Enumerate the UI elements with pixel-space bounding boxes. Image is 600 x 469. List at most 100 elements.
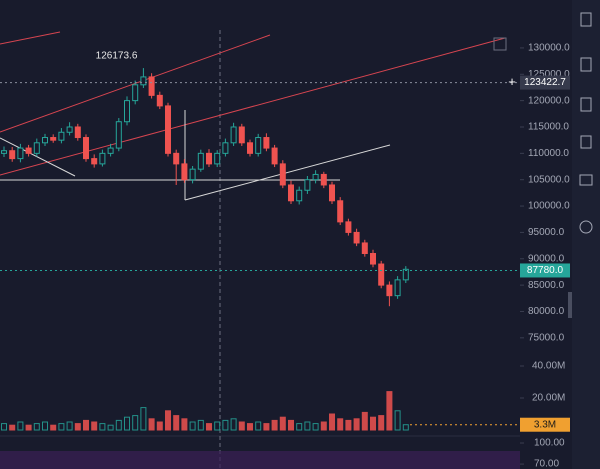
oscillator-tick-label: 100.00 bbox=[534, 438, 565, 449]
volume-bar bbox=[156, 421, 163, 431]
candle-body bbox=[320, 173, 327, 186]
volume-bar bbox=[271, 419, 278, 431]
candle-body bbox=[230, 126, 237, 144]
volume-bar bbox=[288, 419, 294, 431]
volume-bar bbox=[361, 411, 368, 431]
candle-body bbox=[115, 121, 122, 149]
trend-line bbox=[0, 31, 61, 45]
candle-body bbox=[296, 189, 303, 202]
y-tick-label: 115000.0 bbox=[528, 122, 569, 133]
volume-bar bbox=[83, 419, 89, 431]
candle-body bbox=[206, 152, 212, 165]
volume-bar bbox=[353, 418, 360, 431]
icon[interactable] bbox=[580, 97, 592, 112]
volume-bar bbox=[197, 419, 204, 431]
candle-body bbox=[42, 137, 48, 144]
y-tick-label: 90000.0 bbox=[528, 253, 565, 264]
price-label-box bbox=[520, 75, 570, 90]
scrollbar bbox=[568, 292, 572, 318]
candle-body bbox=[329, 184, 335, 202]
toolbar-icons bbox=[579, 12, 593, 234]
volume-bar bbox=[58, 423, 65, 431]
volume-bar bbox=[279, 416, 286, 431]
candle-body bbox=[140, 76, 147, 86]
fit-button[interactable] bbox=[493, 37, 507, 51]
y-tick-label: 125000.0 bbox=[528, 69, 570, 80]
volume-last-label: 3.3M bbox=[534, 419, 556, 430]
candle-body bbox=[394, 279, 401, 297]
candle-body bbox=[1, 150, 7, 154]
volume-bar bbox=[329, 413, 335, 431]
volume-bar bbox=[148, 418, 155, 431]
volume-bar bbox=[132, 415, 139, 431]
volume-bar bbox=[255, 421, 262, 431]
volume-bar bbox=[238, 421, 245, 431]
volume-bar bbox=[345, 419, 352, 431]
candle-body bbox=[132, 84, 139, 102]
price-label: 87780.0 bbox=[527, 265, 564, 276]
volume-bar bbox=[263, 423, 270, 431]
candle-body bbox=[107, 147, 114, 154]
volume-bar bbox=[337, 418, 344, 431]
candle-body bbox=[361, 242, 368, 254]
candle-body bbox=[197, 152, 204, 170]
y-tick-label: 80000.0 bbox=[528, 306, 565, 317]
candle-body bbox=[165, 105, 171, 154]
candle-body bbox=[402, 268, 409, 281]
trend-line bbox=[184, 144, 391, 201]
y-tick-label: 100000.0 bbox=[528, 201, 570, 212]
volume-bar bbox=[402, 424, 409, 431]
candle-body bbox=[271, 147, 278, 165]
volume-last-box bbox=[520, 417, 570, 432]
volume-bar bbox=[99, 423, 106, 431]
volume-bar bbox=[370, 416, 376, 431]
candle-body bbox=[238, 126, 245, 144]
volume-bar bbox=[9, 424, 16, 431]
y-tick-label: 85000.0 bbox=[528, 280, 565, 291]
candle-body bbox=[345, 221, 352, 233]
volume-bar bbox=[165, 410, 171, 431]
candle-body bbox=[181, 163, 188, 181]
high-label: 126173.6 bbox=[96, 51, 138, 62]
oscillator-band bbox=[0, 451, 520, 469]
volume-bar bbox=[66, 421, 73, 431]
candle-body bbox=[148, 76, 155, 96]
volume-bar bbox=[214, 421, 221, 431]
volume-tick-label: 20.00M bbox=[532, 393, 565, 404]
volume-bar bbox=[107, 424, 114, 431]
candle-body bbox=[83, 137, 89, 160]
volume-bar bbox=[25, 424, 32, 431]
candle-body bbox=[74, 126, 81, 139]
volume-bar bbox=[386, 391, 393, 431]
volume-tick-label: 40.00M bbox=[532, 361, 565, 372]
candle-body bbox=[247, 142, 253, 154]
candle-body bbox=[66, 126, 73, 133]
volume-bar bbox=[394, 410, 401, 431]
candle-body bbox=[370, 252, 376, 265]
icon[interactable] bbox=[580, 135, 592, 149]
y-tick-label: 130000.0 bbox=[528, 43, 570, 54]
volume-bar bbox=[33, 423, 40, 431]
icon[interactable] bbox=[579, 174, 593, 186]
volume-bar bbox=[17, 421, 24, 431]
y-tick-label: 75000.0 bbox=[528, 332, 565, 343]
icon[interactable] bbox=[580, 57, 592, 72]
icon[interactable] bbox=[579, 220, 593, 234]
crosshair-plus: + bbox=[508, 74, 516, 89]
volume-bar bbox=[189, 421, 196, 431]
candle-body bbox=[91, 158, 98, 165]
icon[interactable] bbox=[580, 12, 592, 27]
toolbar bbox=[572, 0, 600, 469]
candle-body bbox=[353, 231, 360, 244]
candle-body bbox=[173, 152, 180, 165]
price-label: 123422.7 bbox=[524, 77, 566, 88]
volume-bar bbox=[181, 418, 188, 431]
candle-body bbox=[124, 100, 130, 123]
volume-bar bbox=[124, 416, 130, 431]
candle-body bbox=[255, 137, 262, 154]
candle-body bbox=[263, 137, 270, 149]
trend-line bbox=[0, 137, 76, 177]
